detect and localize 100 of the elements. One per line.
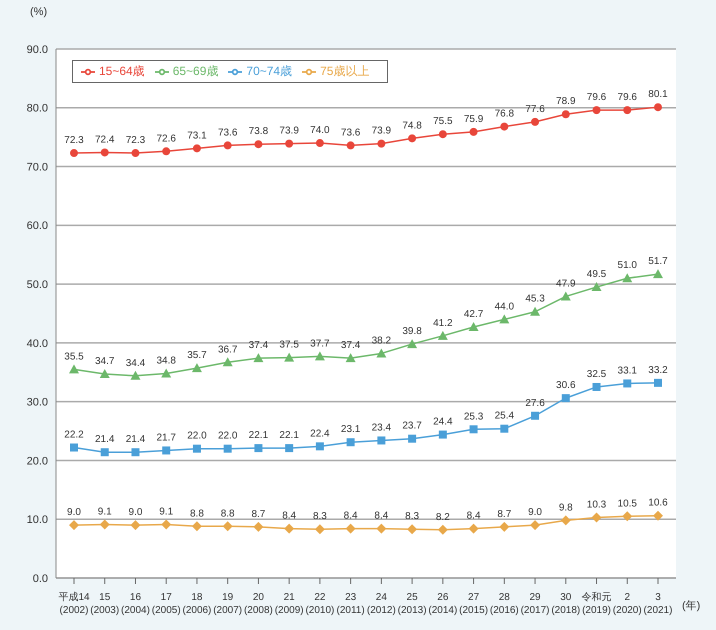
data-label: 8.2 (436, 512, 450, 523)
data-label: 21.4 (126, 434, 146, 446)
data-label: 41.2 (433, 318, 454, 329)
point (69, 520, 79, 530)
data-label: 51.7 (648, 256, 668, 268)
data-label: 9.0 (528, 507, 542, 518)
data-label: 8.4 (344, 510, 358, 522)
point (438, 330, 448, 340)
data-label: 72.3 (126, 135, 146, 146)
data-label: 23.1 (340, 424, 361, 436)
point (407, 524, 418, 534)
x-tick-label: 24 (2012) (366, 592, 396, 616)
point (192, 444, 201, 453)
point (376, 524, 386, 534)
x-tick-label: 25 (2013) (398, 592, 427, 616)
data-label: 72.3 (64, 135, 84, 146)
x-tick-label: 21 (2009) (274, 592, 304, 616)
point (224, 141, 232, 150)
point (130, 370, 140, 380)
data-label: 75.5 (433, 116, 454, 128)
point (653, 510, 663, 521)
data-label: 33.1 (618, 365, 638, 376)
point (376, 348, 386, 358)
point (653, 269, 663, 278)
data-label: 8.4 (374, 510, 389, 522)
data-label: 8.8 (220, 508, 236, 520)
data-label: 79.6 (586, 92, 607, 104)
point (100, 369, 110, 378)
x-tick-label: 17 (2005) (152, 592, 181, 616)
y-tick-label: 30.0 (26, 396, 48, 409)
point (499, 522, 510, 532)
point (100, 448, 109, 456)
point (346, 141, 355, 150)
point (562, 394, 570, 402)
x-tick-label: 2 (2020) (612, 592, 642, 616)
point (161, 368, 172, 378)
legend-label: 70~74歳 (246, 64, 292, 78)
data-label: 10.3 (586, 499, 607, 510)
data-label: 37.4 (340, 340, 361, 352)
y-tick-label: 10.0 (26, 514, 48, 526)
data-label: 34.7 (95, 356, 115, 368)
point (222, 357, 233, 366)
data-label: 39.8 (402, 326, 422, 338)
y-tick-label: 70.0 (26, 161, 48, 174)
y-tick-label: 20.0 (26, 455, 48, 468)
data-label: 22.1 (248, 430, 269, 442)
data-label: 9.0 (128, 507, 143, 518)
data-label: 21.4 (95, 434, 115, 446)
point (314, 524, 325, 534)
legend-label: 15~64歳 (99, 64, 145, 78)
point (500, 424, 508, 433)
data-label: 30.6 (556, 380, 576, 392)
y-tick-label: 40.0 (26, 338, 48, 350)
data-label: 74.8 (402, 120, 422, 132)
point (592, 382, 601, 391)
x-tick-label: 19 (2007) (213, 592, 242, 616)
x-tick-label: 20 (2008) (244, 592, 273, 616)
data-label: 76.8 (494, 108, 514, 120)
point (530, 306, 540, 316)
data-label: 35.5 (64, 351, 84, 362)
legend-label: 75歳以上 (320, 64, 370, 78)
point (224, 444, 232, 453)
point (131, 448, 140, 456)
point (284, 524, 294, 534)
point (130, 520, 140, 530)
point (531, 412, 540, 420)
point (100, 520, 110, 530)
data-label: 9.1 (159, 506, 174, 518)
y-tick-label: 50.0 (26, 279, 48, 292)
data-label: 33.2 (648, 364, 668, 376)
point (377, 436, 386, 444)
point (622, 273, 632, 282)
data-label: 73.6 (218, 127, 238, 138)
data-label: 9.0 (67, 507, 82, 518)
data-label: 72.4 (95, 134, 115, 146)
point (69, 364, 79, 374)
point (562, 110, 570, 118)
data-label: 8.8 (190, 508, 204, 520)
point (253, 522, 264, 532)
data-label: 51.0 (618, 260, 638, 272)
data-label: 42.7 (464, 309, 484, 320)
data-label: 73.9 (279, 126, 300, 137)
point (407, 339, 418, 348)
data-label: 25.3 (464, 411, 484, 422)
data-label: 10.5 (618, 498, 638, 510)
point (592, 512, 602, 522)
x-tick-label: 27 (2015) (459, 592, 488, 616)
point (560, 291, 571, 300)
point (408, 134, 416, 142)
point (222, 521, 233, 532)
x-tick-label: 23 (2011) (336, 592, 365, 616)
y-tick-label: 0.0 (32, 572, 48, 585)
point (346, 524, 356, 534)
data-label: 22.4 (310, 428, 330, 440)
point (254, 444, 262, 452)
data-label: 72.6 (156, 133, 176, 144)
point (500, 122, 508, 131)
point (316, 442, 324, 450)
data-label: 8.3 (312, 511, 328, 522)
data-label: 35.7 (187, 350, 208, 362)
